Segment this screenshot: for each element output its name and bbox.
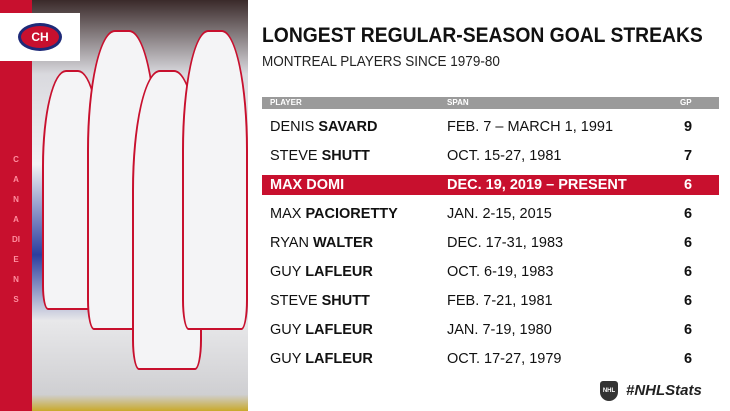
player-name: STEVE SHUTT bbox=[270, 146, 370, 166]
player-first-name: GUY bbox=[270, 264, 302, 280]
team-color-strip bbox=[0, 0, 32, 411]
player-first-name: MAX bbox=[270, 206, 302, 222]
player-name: STEVE SHUTT bbox=[270, 291, 370, 311]
games-played: 6 bbox=[684, 322, 693, 338]
streak-span: JAN. 7-19, 1980 bbox=[447, 322, 552, 338]
table-row: GUY LAFLEUR OCT. 17-27, 1979 6 bbox=[262, 349, 719, 369]
player-name: MAX PACIORETTY bbox=[270, 204, 398, 224]
streak-span: OCT. 17-27, 1979 bbox=[447, 351, 562, 367]
player-last-name: SHUTT bbox=[321, 148, 370, 164]
player-first-name: GUY bbox=[270, 322, 302, 338]
player-figure bbox=[182, 30, 248, 330]
games-played: 6 bbox=[684, 235, 693, 251]
player-name: MAX DOMI bbox=[270, 175, 344, 195]
player-name: GUY LAFLEUR bbox=[270, 320, 373, 340]
table-row: GUY LAFLEUR JAN. 7-19, 1980 6 bbox=[262, 320, 719, 340]
table-row: STEVE SHUTT FEB. 7-21, 1981 6 bbox=[262, 291, 719, 311]
header-gp: GP bbox=[680, 98, 692, 107]
canadiens-logo: CH bbox=[18, 23, 62, 51]
player-first-name: STEVE bbox=[270, 293, 318, 309]
player-last-name: WALTER bbox=[312, 235, 374, 251]
streak-span: OCT. 15-27, 1981 bbox=[447, 148, 562, 164]
table-row: DENIS SAVARD FEB. 7 – MARCH 1, 1991 9 bbox=[262, 117, 719, 137]
player-last-name: LAFLEUR bbox=[305, 264, 373, 280]
player-name: RYAN WALTER bbox=[270, 233, 373, 253]
page-subtitle: MONTREAL PLAYERS SINCE 1979-80 bbox=[262, 53, 500, 70]
player-first-name: STEVE bbox=[270, 148, 318, 164]
table-row: MAX PACIORETTY JAN. 2-15, 2015 6 bbox=[262, 204, 719, 224]
streak-span: JAN. 2-15, 2015 bbox=[447, 206, 552, 222]
games-played: 9 bbox=[684, 119, 693, 135]
games-played: 6 bbox=[684, 206, 693, 222]
player-last-name: PACIORETTY bbox=[305, 206, 398, 222]
header-span: SPAN bbox=[447, 98, 469, 107]
player-last-name: SAVARD bbox=[318, 119, 378, 135]
player-name: DENIS SAVARD bbox=[270, 117, 377, 137]
player-last-name: DOMI bbox=[306, 177, 345, 193]
streak-span: DEC. 19, 2019 – PRESENT bbox=[447, 177, 627, 193]
streak-span: DEC. 17-31, 1983 bbox=[447, 235, 564, 251]
hashtag: #NHLStats bbox=[626, 382, 702, 399]
team-name-vertical: CANADIENS bbox=[12, 155, 20, 304]
table-row: RYAN WALTER DEC. 17-31, 1983 6 bbox=[262, 233, 719, 253]
streak-span: OCT. 6-19, 1983 bbox=[447, 264, 554, 280]
player-name: GUY LAFLEUR bbox=[270, 262, 373, 282]
player-first-name: GUY bbox=[270, 351, 302, 367]
games-played: 6 bbox=[684, 177, 693, 193]
streak-span: FEB. 7 – MARCH 1, 1991 bbox=[447, 119, 614, 135]
games-played: 6 bbox=[684, 351, 693, 367]
player-first-name: DENIS bbox=[270, 119, 315, 135]
table-header: PLAYER SPAN GP bbox=[262, 97, 719, 109]
games-played: 6 bbox=[684, 293, 693, 309]
player-last-name: LAFLEUR bbox=[305, 322, 373, 338]
nhl-logo-icon: NHL bbox=[600, 381, 618, 401]
player-last-name: LAFLEUR bbox=[305, 351, 373, 367]
player-last-name: SHUTT bbox=[321, 293, 370, 309]
table-row: MAX DOMI DEC. 19, 2019 – PRESENT 6 bbox=[262, 175, 719, 195]
table-row: STEVE SHUTT OCT. 15-27, 1981 7 bbox=[262, 146, 719, 166]
games-played: 6 bbox=[684, 264, 693, 280]
header-player: PLAYER bbox=[270, 98, 302, 107]
page-title: LONGEST REGULAR-SEASON GOAL STREAKS bbox=[262, 24, 703, 47]
player-first-name: MAX bbox=[270, 177, 303, 193]
streak-span: FEB. 7-21, 1981 bbox=[447, 293, 553, 309]
team-logo-box: CH bbox=[0, 13, 80, 61]
footer: NHL #NHLStats bbox=[600, 381, 702, 401]
games-played: 7 bbox=[684, 148, 693, 164]
team-photo bbox=[32, 0, 248, 411]
table-row: GUY LAFLEUR OCT. 6-19, 1983 6 bbox=[262, 262, 719, 282]
player-name: GUY LAFLEUR bbox=[270, 349, 373, 369]
player-first-name: RYAN bbox=[270, 235, 309, 251]
